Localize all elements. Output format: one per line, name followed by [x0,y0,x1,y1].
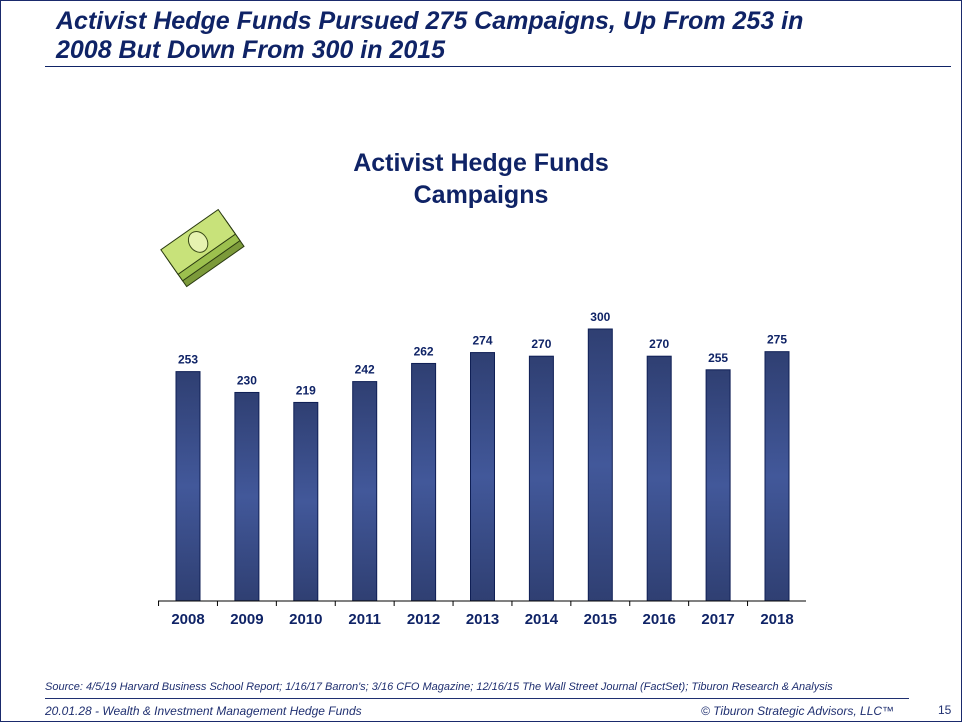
chart-title-line-1: Activist Hedge Funds [353,149,609,177]
x-tick-label: 2017 [701,611,734,628]
chart-title: Activist Hedge Funds Campaigns [281,147,681,211]
bar-2017 [705,369,731,602]
money-stack-icon [160,208,245,288]
chart-title-line-2: Campaigns [413,181,549,209]
data-label: 230 [237,373,257,387]
bar-2010 [293,401,319,602]
x-tick-label: 2013 [466,611,499,628]
data-label: 274 [472,334,492,348]
page-number: 15 [938,703,952,717]
x-tick-label: 2014 [525,611,559,628]
x-tick-label: 2009 [230,611,263,628]
x-tick-label: 2012 [407,611,440,628]
footer-left: 20.01.28 - Wealth & Investment Managemen… [45,704,362,718]
bar-2018 [764,351,790,602]
bar-2012 [411,362,437,602]
bar-2015 [587,328,613,602]
data-label: 242 [355,363,375,377]
slide-title: Activist Hedge Funds Pursued 275 Campaig… [56,7,803,65]
x-tick-label: 2016 [643,611,676,628]
data-label: 270 [531,337,551,351]
data-label: 219 [296,383,316,397]
data-label: 262 [414,344,434,358]
footer-copyright: © Tiburon Strategic Advisors, LLC™ [701,704,895,718]
title-divider [45,66,951,67]
bar-2014 [528,355,554,602]
bar-2009 [234,391,260,602]
x-tick-label: 2015 [584,611,617,628]
data-label: 253 [178,353,198,367]
bar-2013 [470,352,495,602]
title-line-2: 2008 But Down From 300 in 2015 [56,36,446,64]
data-label: 270 [649,337,669,351]
bar-2011 [352,381,378,602]
data-label: 300 [590,310,610,324]
data-label: 275 [767,333,787,347]
x-tick-label: 2008 [171,611,204,628]
bar-2008 [175,371,201,602]
bar-2016 [646,355,672,602]
x-tick-label: 2011 [348,611,381,628]
footer-divider [45,698,909,699]
x-tick-label: 2010 [289,611,322,628]
source-note: Source: 4/5/19 Harvard Business School R… [45,681,833,693]
x-tick-label: 2018 [760,611,793,628]
title-line-1: Activist Hedge Funds Pursued 275 Campaig… [56,7,804,35]
data-label: 255 [708,351,728,365]
